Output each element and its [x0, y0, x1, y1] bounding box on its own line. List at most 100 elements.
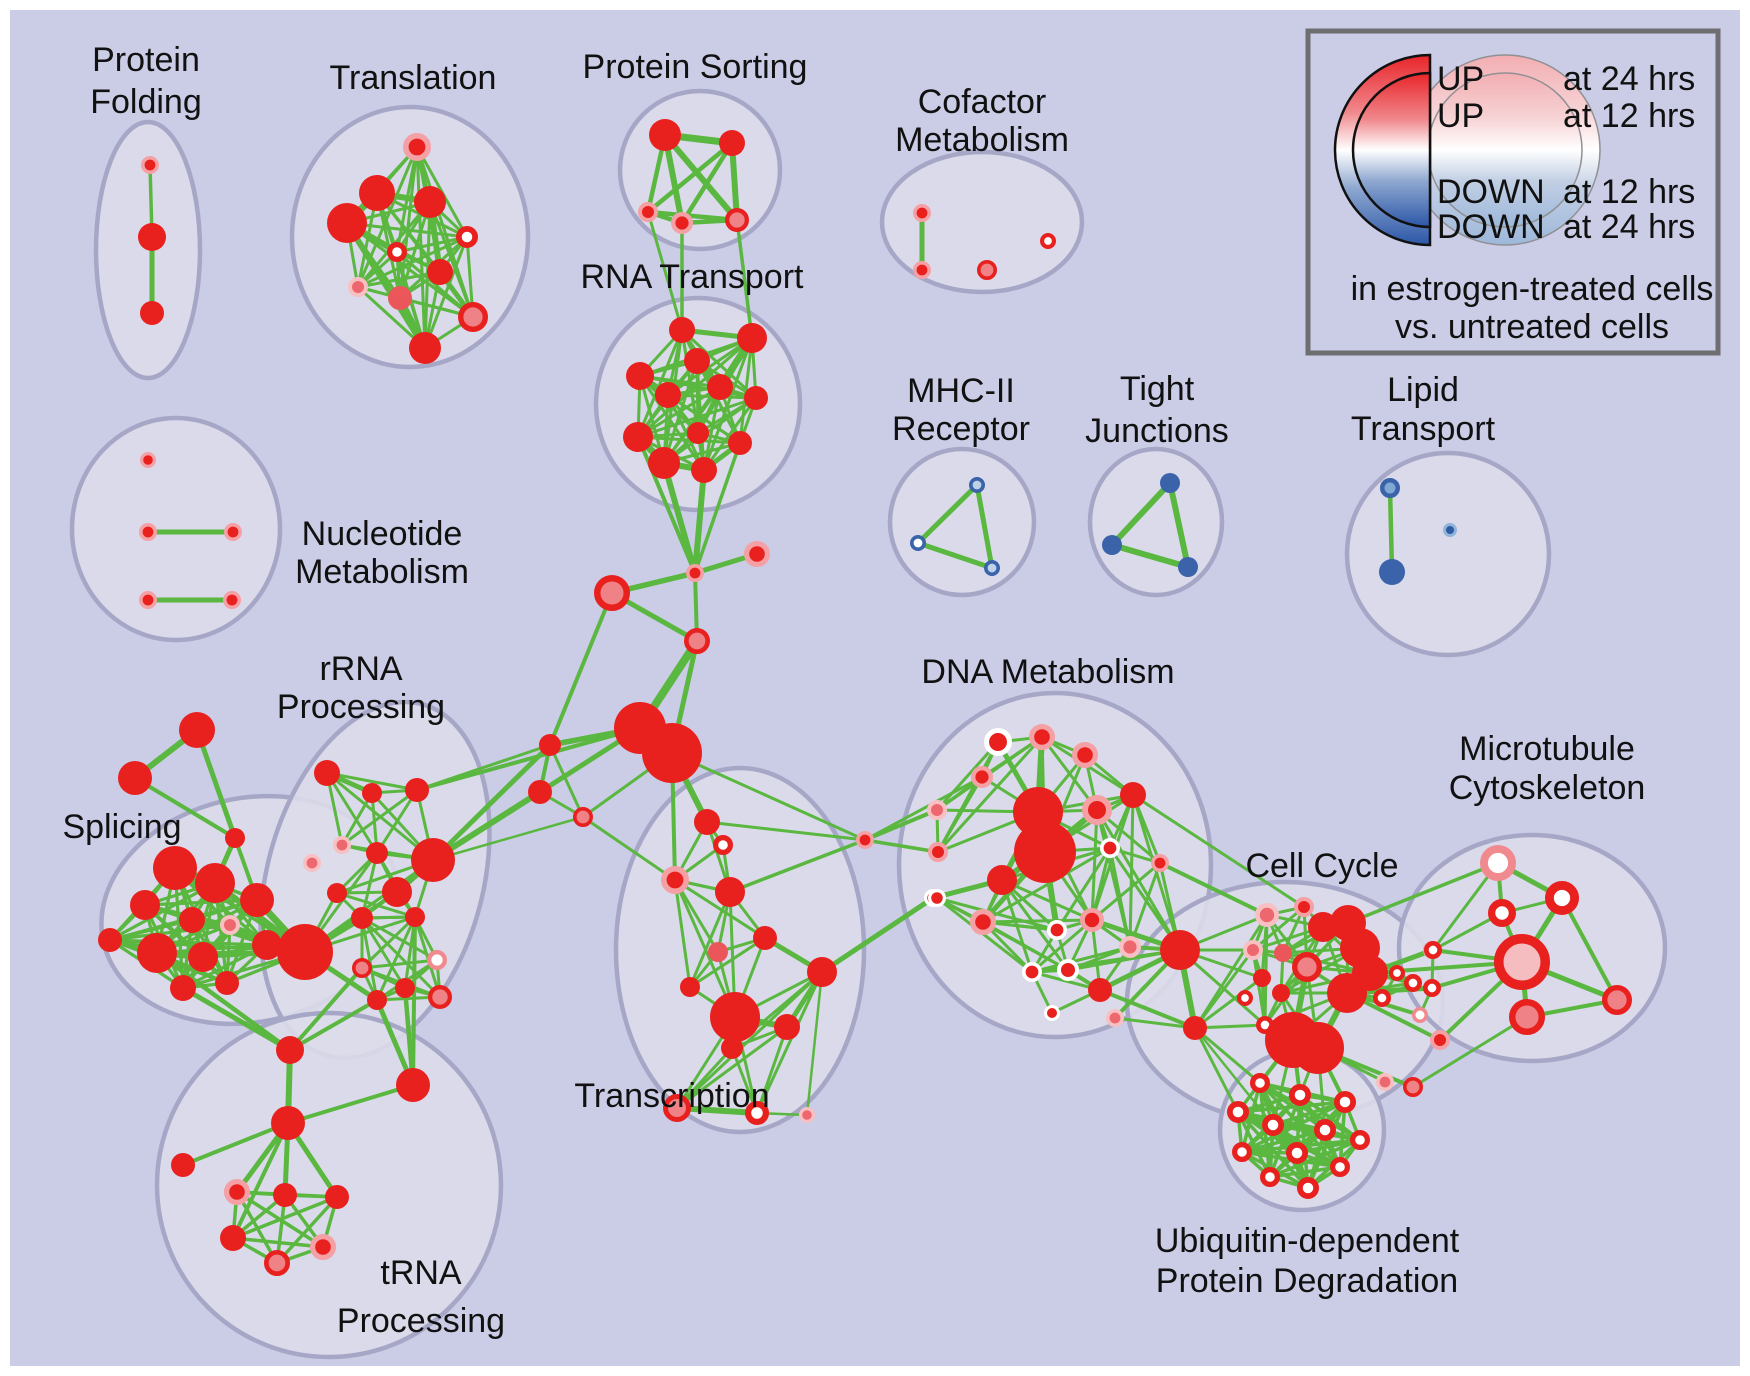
- node-r12: [351, 957, 372, 978]
- cluster-label-cofactor-metabolism-line2: Metabolism: [895, 121, 1069, 159]
- edge-d9-d18: [1128, 794, 1135, 948]
- node-u1: [1249, 1072, 1270, 1093]
- edge-z1-c3: [548, 592, 614, 746]
- legend: UP at 24 hrs UP at 12 hrs DOWN at 12 hrs DOWN a…: [1305, 28, 1721, 356]
- edge-rt1-rt7: [680, 328, 758, 400]
- cluster-label-microtubule-cytoskeleton-line2: Cytoskeleton: [1449, 769, 1646, 807]
- edge-tj1-tj2: [1109, 480, 1173, 548]
- node-lt1: [1380, 478, 1400, 498]
- edge-d12-d16: [1055, 847, 1112, 931]
- node-u10: [1329, 1156, 1350, 1177]
- edge-spt2-spt3: [133, 776, 237, 840]
- node-r15: [395, 978, 415, 998]
- node-q2: [171, 1153, 195, 1177]
- cluster-mhc-ii-receptor: [887, 446, 1037, 598]
- node-q0: [276, 1036, 304, 1064]
- cluster-label-transcription-line1: Transcription: [574, 1077, 769, 1115]
- edge-rt10-c1: [693, 442, 742, 574]
- node-p5: [1376, 1073, 1395, 1092]
- node-d5: [927, 800, 947, 820]
- node-d14: [927, 888, 946, 907]
- node-u4: [1226, 1100, 1249, 1123]
- edge-r1-r6: [325, 772, 379, 854]
- node-s12: [252, 930, 282, 960]
- edge-r3-z1: [416, 743, 551, 792]
- node-q5: [325, 1185, 349, 1209]
- edge-tx8-tx14: [805, 971, 824, 1116]
- node-m3: [1488, 899, 1517, 928]
- edge-d12-d21: [1108, 847, 1182, 951]
- node-rt4: [626, 362, 654, 390]
- edge-s7-q0: [155, 951, 292, 1052]
- node-q4: [273, 1183, 297, 1207]
- node-q3: [224, 1178, 251, 1205]
- edge-t1-t8: [356, 146, 419, 288]
- edge-rt7-rt11: [663, 396, 757, 465]
- node-t6: [387, 242, 408, 263]
- node-u8: [1231, 1141, 1252, 1162]
- edge-rt4-rt7: [639, 374, 757, 400]
- node-d9: [1120, 782, 1146, 808]
- node-d2: [1028, 723, 1055, 750]
- node-spt3: [225, 828, 245, 848]
- node-s8: [188, 942, 218, 972]
- edge-d15-d17: [982, 918, 1093, 924]
- edge-d12-d17: [1090, 847, 1112, 921]
- node-rt8: [623, 422, 653, 452]
- edge-r9-r13: [361, 916, 438, 962]
- node-r9: [351, 907, 373, 929]
- node-d13: [1151, 853, 1170, 872]
- edge-tx3-tx5: [674, 878, 766, 940]
- node-pf3: [140, 301, 164, 325]
- node-rt11: [648, 447, 680, 479]
- node-s2: [195, 863, 235, 903]
- node-s6: [220, 915, 240, 935]
- node-s1: [153, 846, 197, 890]
- node-cc10: [1236, 990, 1253, 1007]
- edge-d13-d17: [1091, 861, 1161, 922]
- edge-p4-m6: [1412, 1015, 1528, 1089]
- node-t9: [388, 286, 412, 310]
- edge-rt8-c1: [636, 436, 697, 574]
- node-d18: [1118, 936, 1141, 959]
- edge-ps3-rt1: [646, 211, 684, 331]
- edge-r9-r14: [360, 916, 442, 999]
- node-rt5: [655, 382, 681, 408]
- node-ps2: [719, 130, 745, 156]
- node-r14: [428, 984, 453, 1009]
- node-cc16: [1292, 1022, 1344, 1074]
- node-cf1: [912, 204, 931, 223]
- edge-tx8-tx13: [755, 971, 824, 1114]
- edge-tx5-tx7: [689, 936, 766, 989]
- node-tx6: [708, 942, 728, 962]
- edge-tx10-tx13: [755, 1026, 789, 1114]
- node-r2: [362, 783, 382, 803]
- node-mh3: [983, 559, 1000, 576]
- node-m4: [1494, 934, 1551, 991]
- node-d11: [987, 865, 1017, 895]
- cluster-label-microtubule-cytoskeleton-line1: Microtubule: [1459, 730, 1635, 768]
- legend-footer-line1: in estrogen-treated cells: [1351, 270, 1714, 308]
- node-s10: [215, 971, 239, 995]
- edge-d22-u4: [1193, 1027, 1240, 1113]
- node-d10: [928, 842, 948, 862]
- node-n5: [223, 590, 242, 609]
- edge-cc9-d22: [1194, 976, 1263, 1030]
- node-cc3: [1243, 940, 1263, 960]
- node-u11: [1259, 1166, 1280, 1187]
- node-tx10: [774, 1014, 800, 1040]
- edge-ps2-ps3: [646, 141, 734, 214]
- edge-t5-t6: [396, 235, 468, 254]
- node-t10: [458, 302, 489, 333]
- cluster-label-ubiquitin-degradation-line2: Protein Degradation: [1156, 1262, 1458, 1300]
- node-s7: [137, 933, 177, 973]
- edge-cc1-d22: [1193, 914, 1269, 1029]
- cluster-label-dna-metabolism-line1: DNA Metabolism: [921, 653, 1174, 691]
- edge-cc6-m1: [1347, 861, 1499, 925]
- node-tx1: [694, 809, 720, 835]
- legend-time-label-4: at 24 hrs: [1563, 208, 1695, 246]
- node-tx9: [710, 992, 760, 1042]
- node-r5: [302, 853, 321, 872]
- node-q1: [271, 1106, 305, 1140]
